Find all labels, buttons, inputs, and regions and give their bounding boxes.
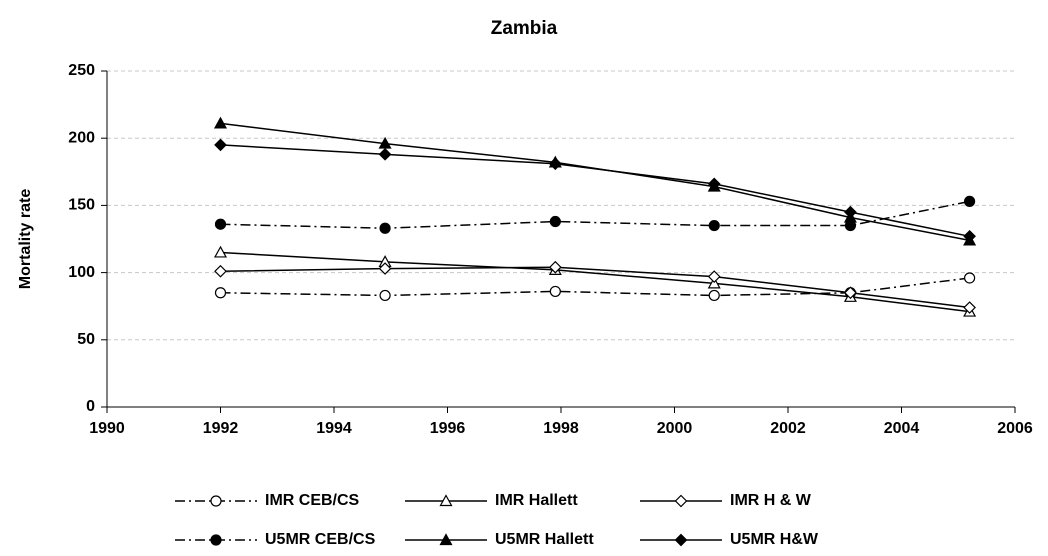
x-tick-label: 2006 [997,420,1033,437]
x-tick-label: 1994 [316,420,352,437]
y-tick-label: 250 [68,62,95,79]
marker [963,301,976,314]
series-line [220,277,970,297]
marker [549,285,561,298]
marker [963,195,976,207]
x-tick-label: 2000 [657,420,693,437]
marker [548,157,562,171]
legend-marker [210,534,222,546]
legend-label: U5MR H&W [730,531,819,548]
marker [549,215,561,228]
marker [214,264,227,278]
marker [844,286,857,300]
legend-marker [439,533,453,546]
y-tick-label: 0 [86,398,95,415]
marker [378,262,392,275]
x-tick-label: 1992 [203,420,239,437]
y-tick-label: 50 [77,331,95,348]
legend-label: IMR Hallett [495,492,578,509]
series-line [220,200,970,229]
marker [707,177,721,191]
marker [214,218,227,230]
legend-marker [674,494,688,508]
legend-label: U5MR CEB/CS [265,531,376,548]
y-tick-label: 200 [68,129,95,146]
marker [708,289,720,302]
series-line [220,266,970,309]
x-tick-label: 1996 [430,420,466,437]
marker [548,260,562,274]
series-line [220,251,970,313]
marker [379,289,391,302]
x-tick-label: 2004 [884,420,920,437]
marker [707,270,721,283]
marker [214,287,227,299]
legend-label: IMR CEB/CS [265,492,360,509]
chart-title: Zambia [491,18,558,39]
marker [844,205,857,219]
legend-marker [674,533,688,547]
marker [963,272,976,284]
marker [708,219,720,232]
marker [379,222,391,234]
x-tick-label: 1998 [543,420,579,437]
legend-label: U5MR Hallett [495,531,594,548]
series-line [220,144,970,238]
legend-marker [439,494,453,507]
y-tick-label: 150 [68,197,95,214]
marker [963,229,976,243]
legend-label: IMR H & W [730,492,812,509]
y-axis-label: Mortality rate [17,189,34,290]
marker [378,147,392,161]
x-tick-label: 1990 [89,420,125,437]
legend-marker [210,495,222,507]
marker [214,138,227,152]
marker [213,245,228,258]
y-tick-label: 100 [68,264,95,281]
x-tick-label: 2002 [770,420,806,437]
marker [213,116,228,129]
